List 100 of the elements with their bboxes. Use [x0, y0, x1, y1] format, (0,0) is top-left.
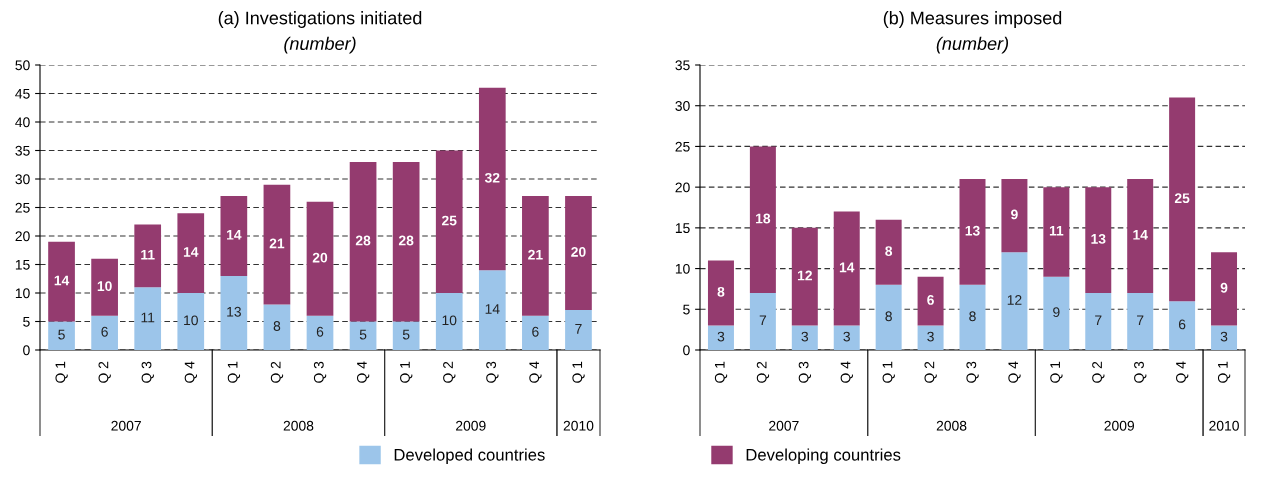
- x-tick-label: Q 3: [966, 361, 979, 383]
- bar: [917, 325, 944, 350]
- y-tick-label: 20: [15, 231, 30, 242]
- bar: [1211, 252, 1238, 326]
- data-label: 6: [532, 326, 539, 337]
- bar: [134, 224, 162, 288]
- data-label: 3: [927, 331, 934, 342]
- data-label: 18: [756, 213, 771, 224]
- bar: [349, 161, 377, 322]
- bar: [349, 321, 377, 350]
- text: 2010: [1209, 420, 1239, 431]
- bar: [565, 310, 592, 350]
- y-tick-label: 30: [675, 101, 690, 111]
- y-tick-label: 45: [15, 88, 30, 99]
- data-label: 11: [141, 249, 155, 260]
- x-tick-label: Q 4: [356, 361, 370, 383]
- data-label: 7: [759, 315, 767, 326]
- data-label: 11: [1049, 225, 1064, 236]
- chart-title: (a) Investigations initiated: [218, 11, 422, 28]
- x-tick-label: Q 4: [184, 361, 197, 383]
- x-tick-label: Q 1: [1217, 361, 1231, 383]
- bar: [177, 293, 205, 350]
- text: 2007: [769, 420, 799, 431]
- data-label: 3: [801, 331, 809, 342]
- x-tick-label: Q 4: [840, 361, 853, 383]
- chart-subtitle: (number): [936, 36, 1009, 54]
- data-label: 11: [141, 312, 155, 323]
- data-label: 20: [312, 252, 328, 263]
- data-label: 8: [885, 246, 893, 257]
- y-tick-label: 50: [15, 60, 30, 71]
- y-tick-label: 5: [683, 304, 690, 315]
- bar: [478, 87, 506, 271]
- x-tick-label: Q 3: [798, 361, 812, 383]
- data-label: 13: [227, 306, 241, 317]
- x-tick-label: Q 1: [572, 361, 585, 383]
- data-label: 7: [1137, 315, 1144, 326]
- bar: [833, 325, 860, 350]
- data-label: 7: [575, 324, 582, 334]
- bar: [749, 293, 776, 350]
- bar: [1043, 187, 1070, 277]
- bar: [1127, 293, 1154, 350]
- x-tick-label: Q 1: [1050, 361, 1063, 383]
- data-label: 5: [359, 329, 367, 340]
- bar: [707, 325, 734, 350]
- data-label: 5: [402, 329, 410, 340]
- bar: [1211, 325, 1238, 350]
- data-label: 8: [717, 286, 725, 297]
- data-label: 14: [54, 275, 70, 286]
- bar: [707, 260, 734, 326]
- y-tick-label: 35: [15, 145, 30, 156]
- data-label: 9: [1011, 209, 1018, 220]
- bar: [306, 201, 334, 316]
- data-label: 8: [273, 321, 281, 331]
- data-label: 5: [58, 329, 65, 340]
- text: 2007: [111, 420, 141, 431]
- y-tick-label: 10: [675, 263, 690, 274]
- x-tick-label: Q 3: [486, 361, 499, 383]
- bar: [91, 258, 118, 316]
- bar: [392, 321, 420, 350]
- y-tick-label: 25: [15, 202, 30, 213]
- bar: [875, 219, 902, 285]
- data-label: 6: [1178, 319, 1186, 330]
- y-tick-label: 0: [683, 345, 690, 356]
- text: 2010: [563, 420, 594, 431]
- bar: [875, 284, 902, 350]
- bar: [959, 179, 986, 285]
- data-label: 10: [442, 315, 457, 326]
- x-tick-label: Q 1: [227, 361, 241, 383]
- bar: [565, 196, 592, 311]
- data-label: 8: [885, 311, 892, 322]
- bar: [48, 321, 75, 350]
- bar: [48, 241, 75, 322]
- y-tick-label: 40: [15, 117, 30, 128]
- data-label: 10: [97, 281, 112, 292]
- data-label: 21: [269, 238, 285, 249]
- bar: [392, 161, 420, 322]
- data-label: 3: [717, 331, 725, 342]
- x-tick-label: Q 2: [270, 361, 284, 383]
- x-tick-label: Q 4: [1008, 361, 1021, 383]
- x-tick-label: Q 1: [714, 361, 728, 383]
- bar: [1169, 301, 1196, 350]
- bar: [263, 304, 291, 350]
- data-label: 9: [1053, 307, 1060, 318]
- data-label: 3: [1220, 331, 1228, 342]
- data-label: 6: [316, 326, 324, 337]
- data-label: 25: [1174, 193, 1190, 204]
- data-label: 8: [969, 311, 976, 322]
- x-tick-label: Q 2: [98, 361, 111, 383]
- bar: [220, 196, 248, 276]
- y-tick-label: 20: [675, 182, 690, 193]
- bar: [435, 293, 463, 350]
- data-label: 32: [484, 172, 500, 183]
- bar: [749, 146, 776, 293]
- bar: [1001, 179, 1028, 253]
- data-label: 9: [1220, 282, 1228, 293]
- bar: [220, 275, 248, 350]
- data-label: 6: [101, 326, 108, 337]
- bar: [1085, 187, 1112, 293]
- x-tick-label: Q 4: [529, 361, 542, 383]
- data-label: 25: [441, 215, 457, 226]
